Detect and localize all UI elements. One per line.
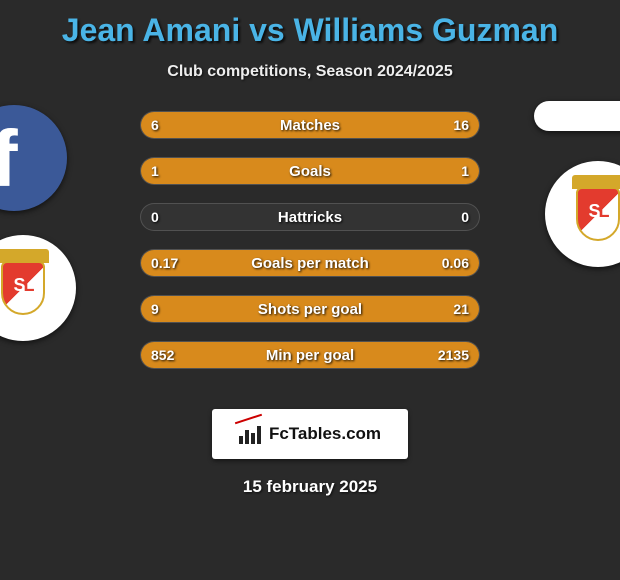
logo-text: FcTables.com <box>269 424 381 444</box>
stat-label: Shots per goal <box>141 296 479 322</box>
stat-row: 921Shots per goal <box>140 295 480 323</box>
team-right-crest: SL <box>545 161 620 267</box>
stat-label: Hattricks <box>141 204 479 230</box>
stats-area: SL SL 616Matches 11Goals 00Hattricks 0.170.… <box>0 111 620 391</box>
stat-row: 11Goals <box>140 157 480 185</box>
stat-label: Matches <box>141 112 479 138</box>
fctables-logo[interactable]: FcTables.com <box>212 409 408 459</box>
report-date: 15 february 2025 <box>0 477 620 497</box>
bar-chart-icon <box>239 424 263 444</box>
stat-row: 00Hattricks <box>140 203 480 231</box>
stat-label: Min per goal <box>141 342 479 368</box>
stat-row: 8522135Min per goal <box>140 341 480 369</box>
facebook-icon[interactable] <box>0 105 67 211</box>
team-left-crest: SL <box>0 235 76 341</box>
page-title: Jean Amani vs Williams Guzman <box>0 0 620 49</box>
stat-row: 0.170.06Goals per match <box>140 249 480 277</box>
stats-bars: 616Matches 11Goals 00Hattricks 0.170.06Goal… <box>140 111 480 369</box>
team-right-badge <box>534 101 620 131</box>
stat-label: Goals <box>141 158 479 184</box>
stat-label: Goals per match <box>141 250 479 276</box>
stat-row: 616Matches <box>140 111 480 139</box>
page-subtitle: Club competitions, Season 2024/2025 <box>0 63 620 81</box>
